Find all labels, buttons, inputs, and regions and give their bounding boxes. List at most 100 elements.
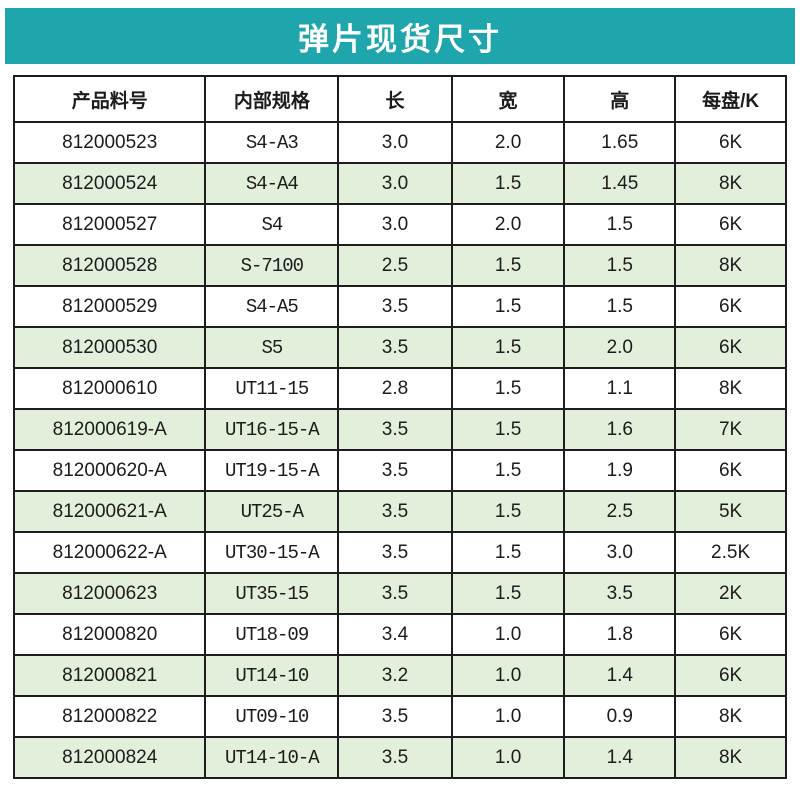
- cell-spec: UT30-15-A: [204, 531, 340, 574]
- cell-width: 1.5: [450, 408, 566, 451]
- cell-spec: UT14-10: [204, 654, 340, 697]
- cell-width: 2.0: [450, 121, 566, 164]
- cell-width: 1.5: [450, 449, 566, 492]
- table-row: 812000527 S4 3.0 2.0 1.5 6K: [12, 203, 787, 246]
- table-row: 812000523 S4-A3 3.0 2.0 1.65 6K: [12, 121, 787, 164]
- cell-spec: S4-A4: [204, 162, 340, 205]
- cell-per-reel: 8K: [674, 695, 787, 738]
- cell-height: 2.5: [563, 490, 677, 533]
- cell-part-number: 812000623: [12, 572, 207, 615]
- cell-width: 1.5: [450, 326, 566, 369]
- stock-size-table: 产品料号 内部规格 长 宽 高 每盘/K 812000523 S4-A3 3.0…: [12, 75, 787, 779]
- cell-part-number: 812000527: [12, 203, 207, 246]
- cell-length: 3.5: [337, 572, 453, 615]
- cell-spec: UT09-10: [204, 695, 340, 738]
- table-row: 812000623 UT35-15 3.5 1.5 3.5 2K: [12, 572, 787, 615]
- cell-part-number: 812000621-A: [12, 490, 207, 533]
- title-banner: 弹片现货尺寸: [5, 8, 795, 64]
- column-header-width: 宽: [450, 75, 566, 123]
- cell-per-reel: 6K: [674, 285, 787, 328]
- cell-length: 2.5: [337, 244, 453, 287]
- table-row: 812000619-A UT16-15-A 3.5 1.5 1.6 7K: [12, 408, 787, 451]
- column-header-part-number: 产品料号: [12, 75, 207, 123]
- cell-part-number: 812000529: [12, 285, 207, 328]
- cell-length: 3.5: [337, 408, 453, 451]
- cell-spec: S-7100: [204, 244, 340, 287]
- table-body: 812000523 S4-A3 3.0 2.0 1.65 6K 81200052…: [12, 121, 787, 779]
- cell-length: 3.2: [337, 654, 453, 697]
- table-row: 812000821 UT14-10 3.2 1.0 1.4 6K: [12, 654, 787, 697]
- cell-length: 3.5: [337, 490, 453, 533]
- table-row: 812000530 S5 3.5 1.5 2.0 6K: [12, 326, 787, 369]
- table-row: 812000620-A UT19-15-A 3.5 1.5 1.9 6K: [12, 449, 787, 492]
- cell-length: 3.0: [337, 121, 453, 164]
- cell-height: 3.5: [563, 572, 677, 615]
- table-row: 812000610 UT11-15 2.8 1.5 1.1 8K: [12, 367, 787, 410]
- cell-length: 3.0: [337, 162, 453, 205]
- cell-length: 3.5: [337, 285, 453, 328]
- table-row: 812000529 S4-A5 3.5 1.5 1.5 6K: [12, 285, 787, 328]
- cell-per-reel: 6K: [674, 121, 787, 164]
- cell-height: 3.0: [563, 531, 677, 574]
- cell-width: 1.5: [450, 531, 566, 574]
- cell-part-number: 812000822: [12, 695, 207, 738]
- table-row: 812000822 UT09-10 3.5 1.0 0.9 8K: [12, 695, 787, 738]
- cell-spec: UT18-09: [204, 613, 340, 656]
- cell-length: 3.5: [337, 449, 453, 492]
- column-header-per-reel: 每盘/K: [674, 75, 787, 123]
- cell-part-number: 812000523: [12, 121, 207, 164]
- cell-width: 1.0: [450, 695, 566, 738]
- cell-per-reel: 8K: [674, 367, 787, 410]
- cell-width: 1.5: [450, 490, 566, 533]
- cell-spec: S4-A5: [204, 285, 340, 328]
- cell-per-reel: 6K: [674, 326, 787, 369]
- cell-spec: UT35-15: [204, 572, 340, 615]
- cell-height: 1.4: [563, 654, 677, 697]
- cell-per-reel: 7K: [674, 408, 787, 451]
- cell-height: 0.9: [563, 695, 677, 738]
- table-row: 812000524 S4-A4 3.0 1.5 1.45 8K: [12, 162, 787, 205]
- cell-spec: UT14-10-A: [204, 736, 340, 779]
- cell-spec: S5: [204, 326, 340, 369]
- cell-spec: UT25-A: [204, 490, 340, 533]
- table-row: 812000621-A UT25-A 3.5 1.5 2.5 5K: [12, 490, 787, 533]
- cell-part-number: 812000821: [12, 654, 207, 697]
- cell-height: 1.6: [563, 408, 677, 451]
- cell-height: 1.5: [563, 285, 677, 328]
- cell-part-number: 812000610: [12, 367, 207, 410]
- cell-per-reel: 6K: [674, 203, 787, 246]
- cell-spec: S4-A3: [204, 121, 340, 164]
- cell-part-number: 812000528: [12, 244, 207, 287]
- cell-length: 3.4: [337, 613, 453, 656]
- cell-height: 1.65: [563, 121, 677, 164]
- cell-per-reel: 5K: [674, 490, 787, 533]
- cell-per-reel: 8K: [674, 244, 787, 287]
- table-row: 812000528 S-7100 2.5 1.5 1.5 8K: [12, 244, 787, 287]
- cell-width: 1.5: [450, 572, 566, 615]
- column-header-height: 高: [563, 75, 677, 123]
- cell-width: 2.0: [450, 203, 566, 246]
- cell-height: 2.0: [563, 326, 677, 369]
- cell-length: 2.8: [337, 367, 453, 410]
- cell-width: 1.0: [450, 613, 566, 656]
- cell-height: 1.9: [563, 449, 677, 492]
- cell-width: 1.0: [450, 736, 566, 779]
- table-header-row: 产品料号 内部规格 长 宽 高 每盘/K: [12, 75, 787, 123]
- cell-per-reel: 2K: [674, 572, 787, 615]
- cell-length: 3.5: [337, 531, 453, 574]
- cell-per-reel: 6K: [674, 449, 787, 492]
- cell-per-reel: 6K: [674, 613, 787, 656]
- cell-width: 1.5: [450, 162, 566, 205]
- cell-height: 1.45: [563, 162, 677, 205]
- cell-per-reel: 8K: [674, 162, 787, 205]
- cell-height: 1.5: [563, 244, 677, 287]
- cell-per-reel: 2.5K: [674, 531, 787, 574]
- table-row: 812000622-A UT30-15-A 3.5 1.5 3.0 2.5K: [12, 531, 787, 574]
- cell-part-number: 812000619-A: [12, 408, 207, 451]
- cell-part-number: 812000524: [12, 162, 207, 205]
- cell-spec: UT19-15-A: [204, 449, 340, 492]
- cell-part-number: 812000530: [12, 326, 207, 369]
- column-header-length: 长: [337, 75, 453, 123]
- table-row: 812000824 UT14-10-A 3.5 1.0 1.4 8K: [12, 736, 787, 779]
